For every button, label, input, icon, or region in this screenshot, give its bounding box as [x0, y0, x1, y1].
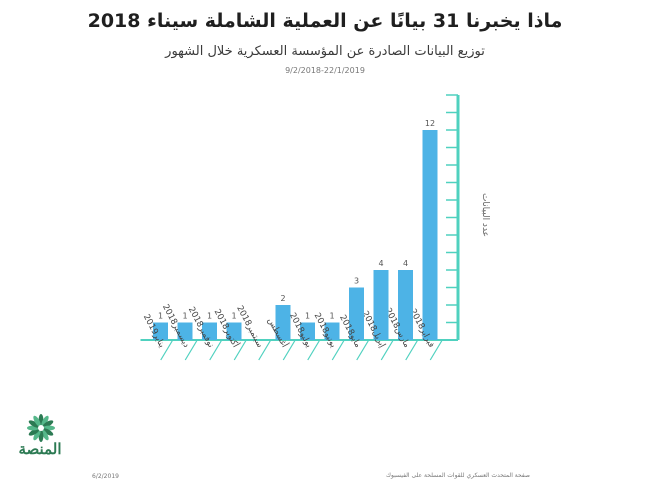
category-separator: [209, 339, 223, 361]
logo-petal: [41, 415, 49, 427]
logo-petal: [42, 420, 54, 428]
bar-value-label: 1: [305, 312, 310, 321]
category-separator: [429, 339, 443, 361]
bar-value-label: 1: [182, 312, 187, 321]
category-separator: [282, 339, 296, 361]
y-axis-label: عدد البيانات: [480, 193, 490, 237]
category-separator: [405, 339, 419, 361]
logo-petal: [33, 415, 41, 427]
bar: [349, 287, 364, 340]
bar: [373, 270, 389, 340]
chart-title: ماذا يخبرنا 31 بيانًا عن العملية الشاملة…: [87, 10, 563, 32]
bar: [226, 322, 242, 340]
chart-subtitle: توزيع البيانات الصادرة عن المؤسسة العسكر…: [165, 44, 485, 59]
bar-value-label: 1: [158, 312, 163, 321]
bar-value-label: 1: [207, 312, 212, 321]
logo-petal: [28, 420, 40, 428]
category-separator: [184, 339, 198, 361]
bar: [202, 322, 217, 340]
category-separator: [331, 339, 345, 361]
category-separator: [160, 339, 174, 361]
logo-petal: [33, 429, 41, 441]
category-separator: [307, 339, 321, 361]
bar: [324, 322, 340, 340]
bar-value-label: 1: [329, 312, 334, 321]
bar: [300, 322, 315, 340]
bar: [422, 130, 438, 340]
category-separator: [380, 339, 394, 361]
footer-date: 6/2/2019: [92, 473, 119, 480]
bar-value-label: 4: [403, 259, 408, 268]
category-separator: [233, 339, 247, 361]
category-separator: [356, 339, 370, 361]
bar-value-label: 1: [231, 312, 236, 321]
bar-value-label: 2: [280, 294, 285, 303]
bar: [153, 322, 168, 340]
bar-value-label: 3: [354, 277, 359, 286]
bar: [275, 305, 291, 340]
bar-value-label: 4: [378, 259, 383, 268]
date-range: 9/2/2018-22/1/2019: [285, 66, 365, 75]
logo-wordmark: المنصة: [18, 440, 62, 458]
bar: [398, 270, 413, 340]
manassa-logo-icon: [27, 414, 55, 442]
logo-petal: [42, 428, 54, 436]
category-separator: [258, 339, 272, 361]
bar: [177, 322, 193, 340]
logo-petal: [41, 429, 49, 441]
bar-value-label: 12: [425, 119, 435, 128]
logo-center: [38, 425, 44, 431]
footer-source: صفحة المتحدث العسكري للقوات المسلحة على …: [386, 472, 530, 479]
logo-petal: [28, 428, 40, 436]
